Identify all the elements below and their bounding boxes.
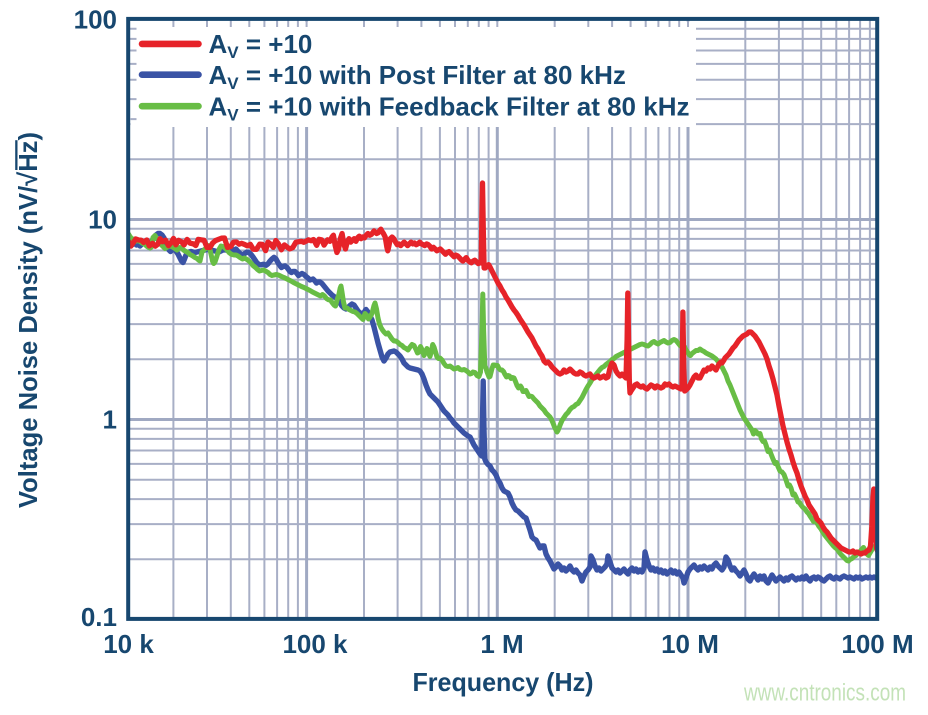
svg-text:100: 100 [74, 5, 117, 35]
svg-text:0.1: 0.1 [81, 602, 117, 632]
svg-text:1: 1 [103, 405, 117, 435]
svg-text:Voltage Noise Density (nV/√Hz): Voltage Noise Density (nV/√Hz) [13, 132, 43, 508]
svg-text:10 M: 10 M [661, 629, 719, 659]
svg-text:AV = +10 with Feedback Filter: AV = +10 with Feedback Filter at 80 kHz [209, 92, 690, 125]
svg-text:www.cntronics.com: www.cntronics.com [743, 680, 906, 707]
svg-text:100 k: 100 k [282, 629, 348, 659]
svg-text:10: 10 [88, 205, 117, 235]
svg-text:100 M: 100 M [841, 629, 913, 659]
svg-text:1 M: 1 M [480, 629, 523, 659]
svg-text:10 k: 10 k [103, 629, 154, 659]
svg-text:AV = +10: AV = +10 [209, 29, 313, 62]
svg-text:AV = +10 with Post Filter at 8: AV = +10 with Post Filter at 80 kHz [209, 60, 626, 93]
svg-text:Frequency (Hz): Frequency (Hz) [413, 667, 594, 697]
